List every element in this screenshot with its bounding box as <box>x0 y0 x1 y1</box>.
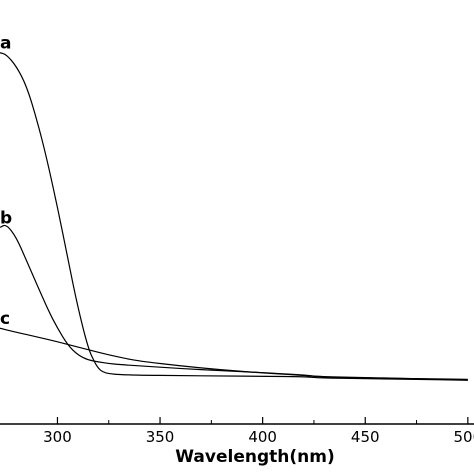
x-tick-label-350: 350 <box>146 428 175 446</box>
series-a-line <box>0 52 468 381</box>
series-c-line <box>0 327 468 380</box>
curves-group <box>0 52 468 381</box>
x-axis-title: Wavelength(nm) <box>175 447 334 467</box>
series-b-label: b <box>0 208 12 228</box>
series-b-line <box>0 224 468 381</box>
labels-group: a b c <box>0 34 12 330</box>
x-tick-label-500: 500 <box>454 428 474 446</box>
x-tick-label-400: 400 <box>248 428 277 446</box>
series-a-label: a <box>0 34 11 54</box>
x-tick-label-300: 300 <box>43 428 72 446</box>
axes-group: 300 350 400 450 500 <box>0 417 474 446</box>
x-tick-label-450: 450 <box>351 428 380 446</box>
series-c-label: c <box>0 309 10 329</box>
